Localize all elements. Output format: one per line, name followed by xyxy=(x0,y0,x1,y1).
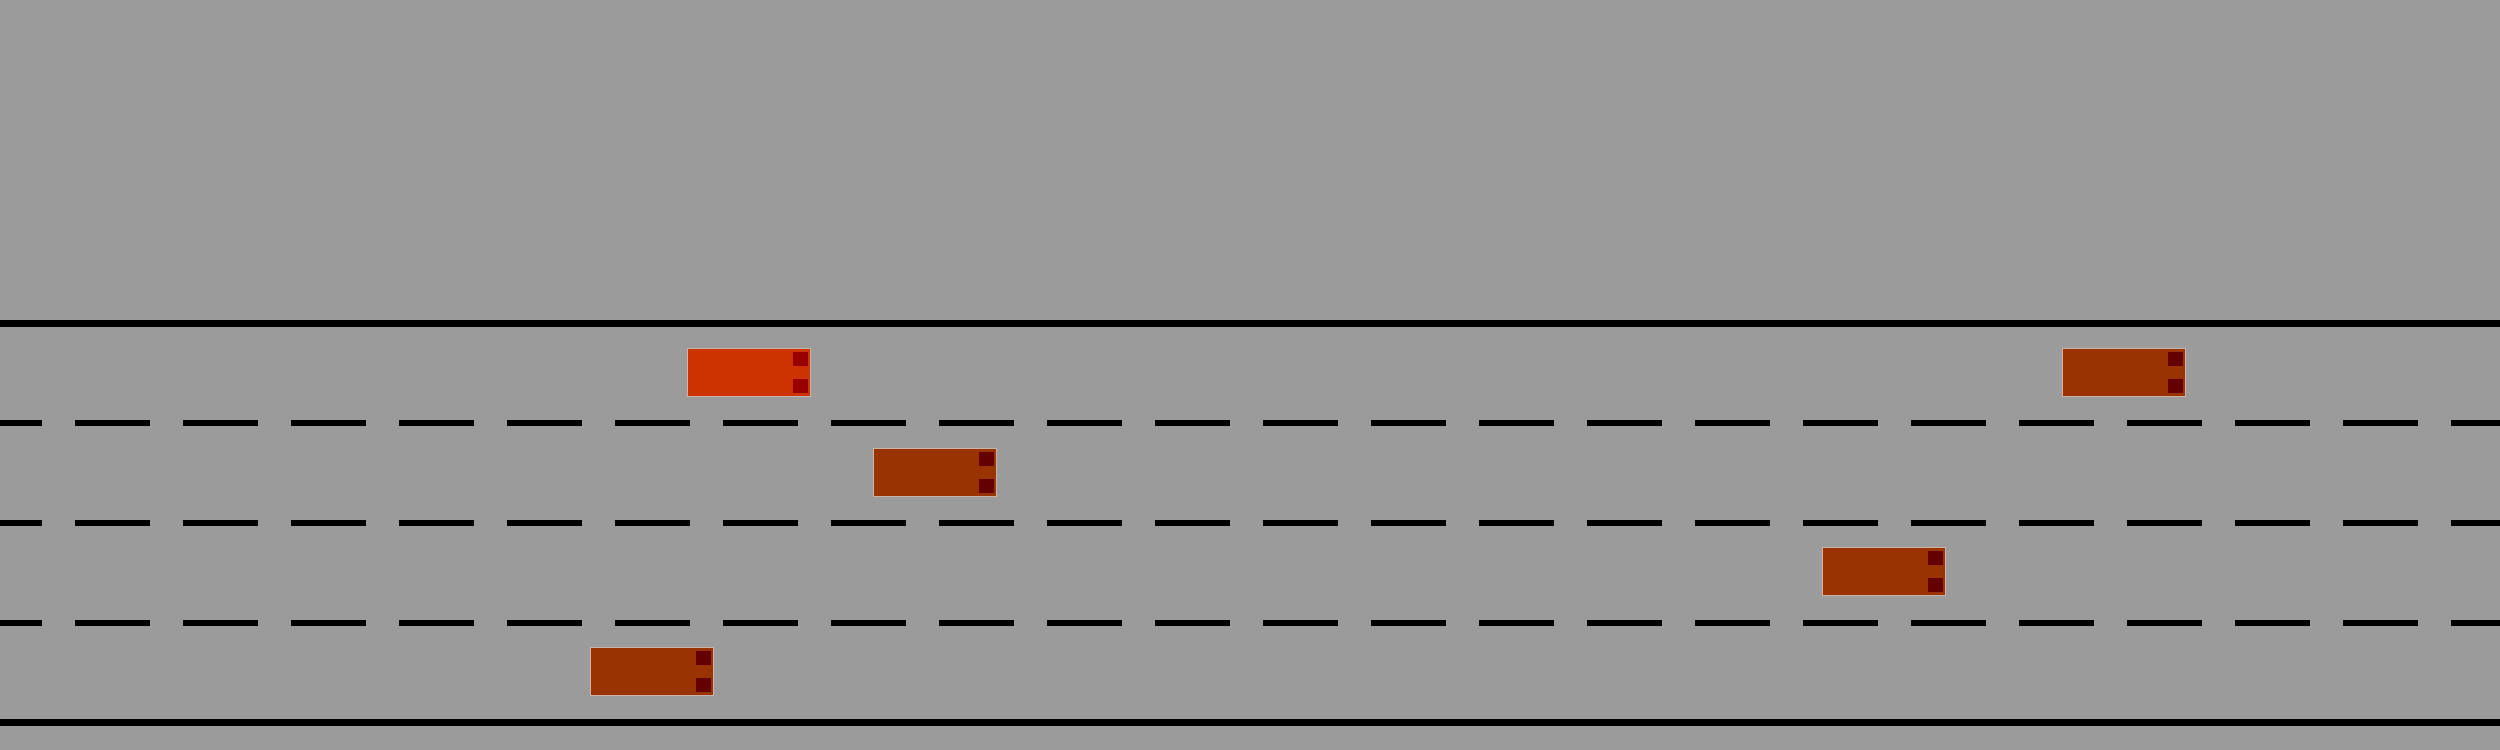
car-icon xyxy=(2062,348,2186,397)
tail-light-icon xyxy=(793,379,808,393)
road-edge-bottom xyxy=(0,719,2500,726)
tail-light-icon xyxy=(2168,352,2183,366)
tail-light-icon xyxy=(793,352,808,366)
tail-light-icon xyxy=(1928,578,1943,592)
tail-light-icon xyxy=(2168,379,2183,393)
road-edge-top xyxy=(0,320,2500,327)
lane-divider-1 xyxy=(0,420,2500,426)
lane-divider-2 xyxy=(0,520,2500,526)
ego-car-icon xyxy=(687,348,811,397)
lane-divider-3 xyxy=(0,620,2500,626)
tail-light-icon xyxy=(979,479,994,493)
tail-light-icon xyxy=(979,452,994,466)
car-icon xyxy=(1822,547,1946,596)
car-icon xyxy=(873,448,997,497)
tail-light-icon xyxy=(696,678,711,692)
tail-light-icon xyxy=(696,651,711,665)
car-icon xyxy=(590,647,714,696)
tail-light-icon xyxy=(1928,551,1943,565)
